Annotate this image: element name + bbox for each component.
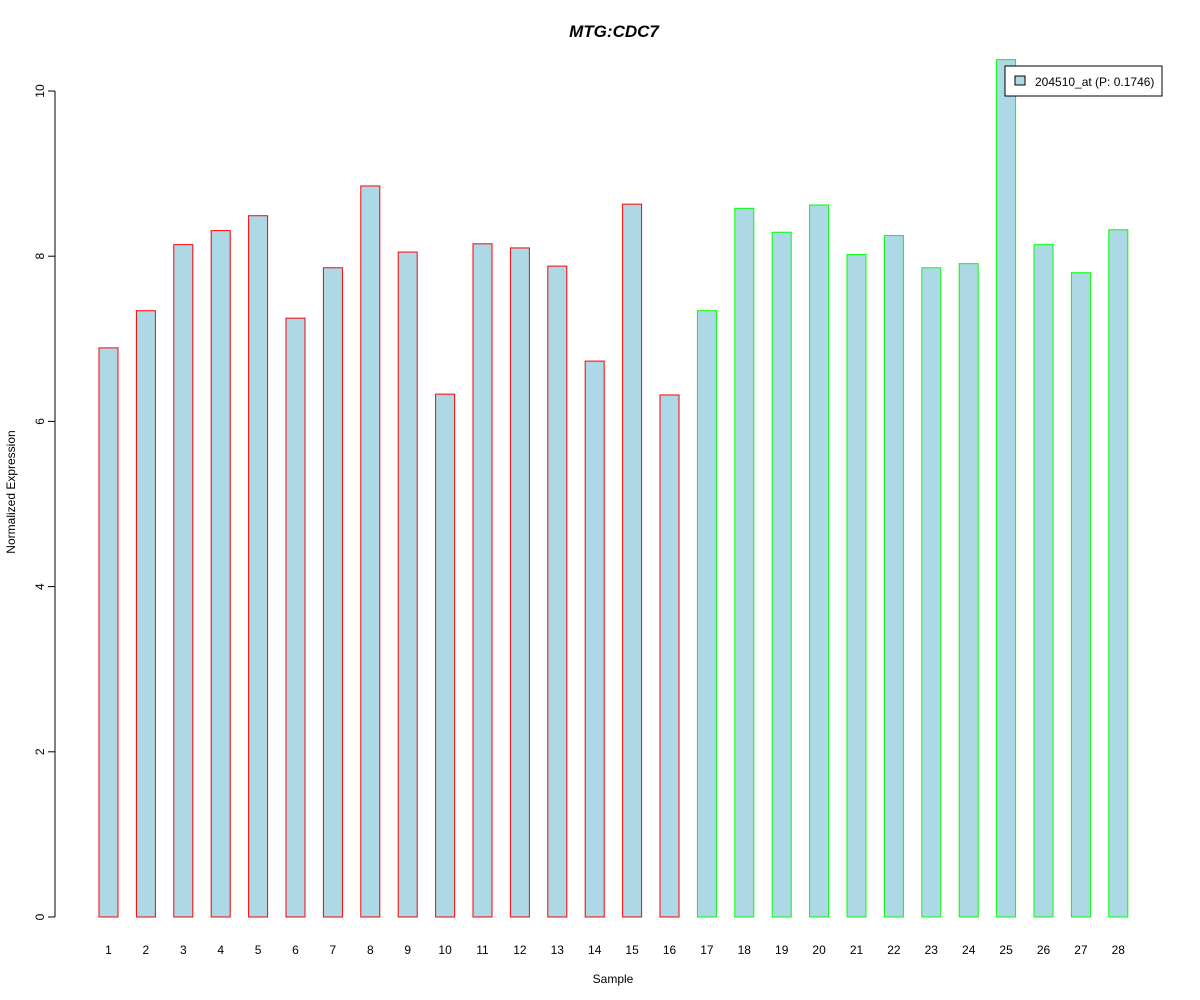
- x-tick-label: 13: [551, 943, 565, 957]
- x-tick-label: 11: [476, 943, 489, 957]
- bar: [771, 231, 792, 918]
- legend-swatch: [1014, 75, 1026, 86]
- bar: [435, 393, 456, 918]
- x-tick-labels: 1 2 3 4 5 6 7 8 9 10 11 12 13 14 15 16 17 18 19 20 21 22 23 24 2…: [105, 943, 1125, 957]
- y-tick-label: 2: [33, 748, 47, 755]
- x-tick-label: 23: [925, 943, 939, 957]
- x-tick-label: 1: [105, 943, 112, 957]
- x-tick-label: 27: [1074, 943, 1088, 957]
- y-axis-label: Normalized Expression: [4, 430, 18, 553]
- x-tick-label: 18: [738, 943, 752, 957]
- x-tick-label: 19: [775, 943, 789, 957]
- x-tick-label: 15: [625, 943, 639, 957]
- bar: [846, 254, 867, 918]
- legend-box: [1004, 65, 1163, 97]
- x-tick-label: 28: [1112, 943, 1126, 957]
- bar: [135, 310, 156, 918]
- bar: [958, 263, 979, 918]
- bar: [472, 243, 493, 918]
- bar: [509, 247, 530, 918]
- chart-title: MTG:CDC7: [569, 22, 660, 41]
- bar: [98, 347, 119, 918]
- legend: 204510_at (P: 0.1746): [1004, 65, 1163, 97]
- bar: [248, 215, 269, 918]
- x-tick-label: 8: [367, 943, 374, 957]
- x-tick-label: 3: [180, 943, 187, 957]
- bars-group: [98, 59, 1129, 918]
- x-tick-label: 26: [1037, 943, 1051, 957]
- x-tick-label: 16: [663, 943, 677, 957]
- bar: [921, 267, 942, 918]
- x-tick-label: 5: [255, 943, 262, 957]
- x-tick-label: 10: [438, 943, 452, 957]
- x-tick-label: 17: [700, 943, 714, 957]
- legend-label: 204510_at (P: 0.1746): [1035, 75, 1154, 89]
- y-axis: 0 2 4 6 8 10: [33, 84, 56, 920]
- bar: [1108, 229, 1129, 918]
- bar: [696, 310, 717, 918]
- bar: [1070, 272, 1091, 918]
- bar: [285, 317, 306, 918]
- x-tick-label: 2: [143, 943, 150, 957]
- bar: [322, 267, 343, 918]
- bar: [397, 251, 418, 918]
- x-tick-label: 14: [588, 943, 602, 957]
- x-tick-label: 24: [962, 943, 976, 957]
- bar: [173, 244, 194, 918]
- y-tick-label: 10: [33, 84, 47, 98]
- bar: [996, 59, 1017, 918]
- x-tick-label: 25: [999, 943, 1013, 957]
- x-tick-label: 7: [330, 943, 337, 957]
- bar: [883, 235, 904, 918]
- y-tick-label: 8: [33, 253, 47, 260]
- bar: [547, 265, 568, 918]
- x-tick-label: 22: [887, 943, 901, 957]
- x-tick-label: 4: [217, 943, 224, 957]
- x-tick-label: 21: [850, 943, 864, 957]
- bar: [1033, 244, 1054, 918]
- bar: [659, 394, 680, 918]
- bar: [622, 203, 643, 918]
- bar: [360, 185, 381, 918]
- x-tick-label: 6: [292, 943, 299, 957]
- x-tick-label: 12: [513, 943, 527, 957]
- y-tick-label: 0: [33, 913, 47, 920]
- x-tick-label: 20: [812, 943, 826, 957]
- bar: [734, 207, 755, 918]
- x-axis-label: Sample: [593, 972, 634, 986]
- x-tick-label: 9: [404, 943, 411, 957]
- bar: [210, 230, 231, 918]
- y-tick-label: 6: [33, 418, 47, 425]
- y-tick-label: 4: [33, 583, 47, 590]
- bar: [584, 360, 605, 918]
- bar: [809, 204, 830, 918]
